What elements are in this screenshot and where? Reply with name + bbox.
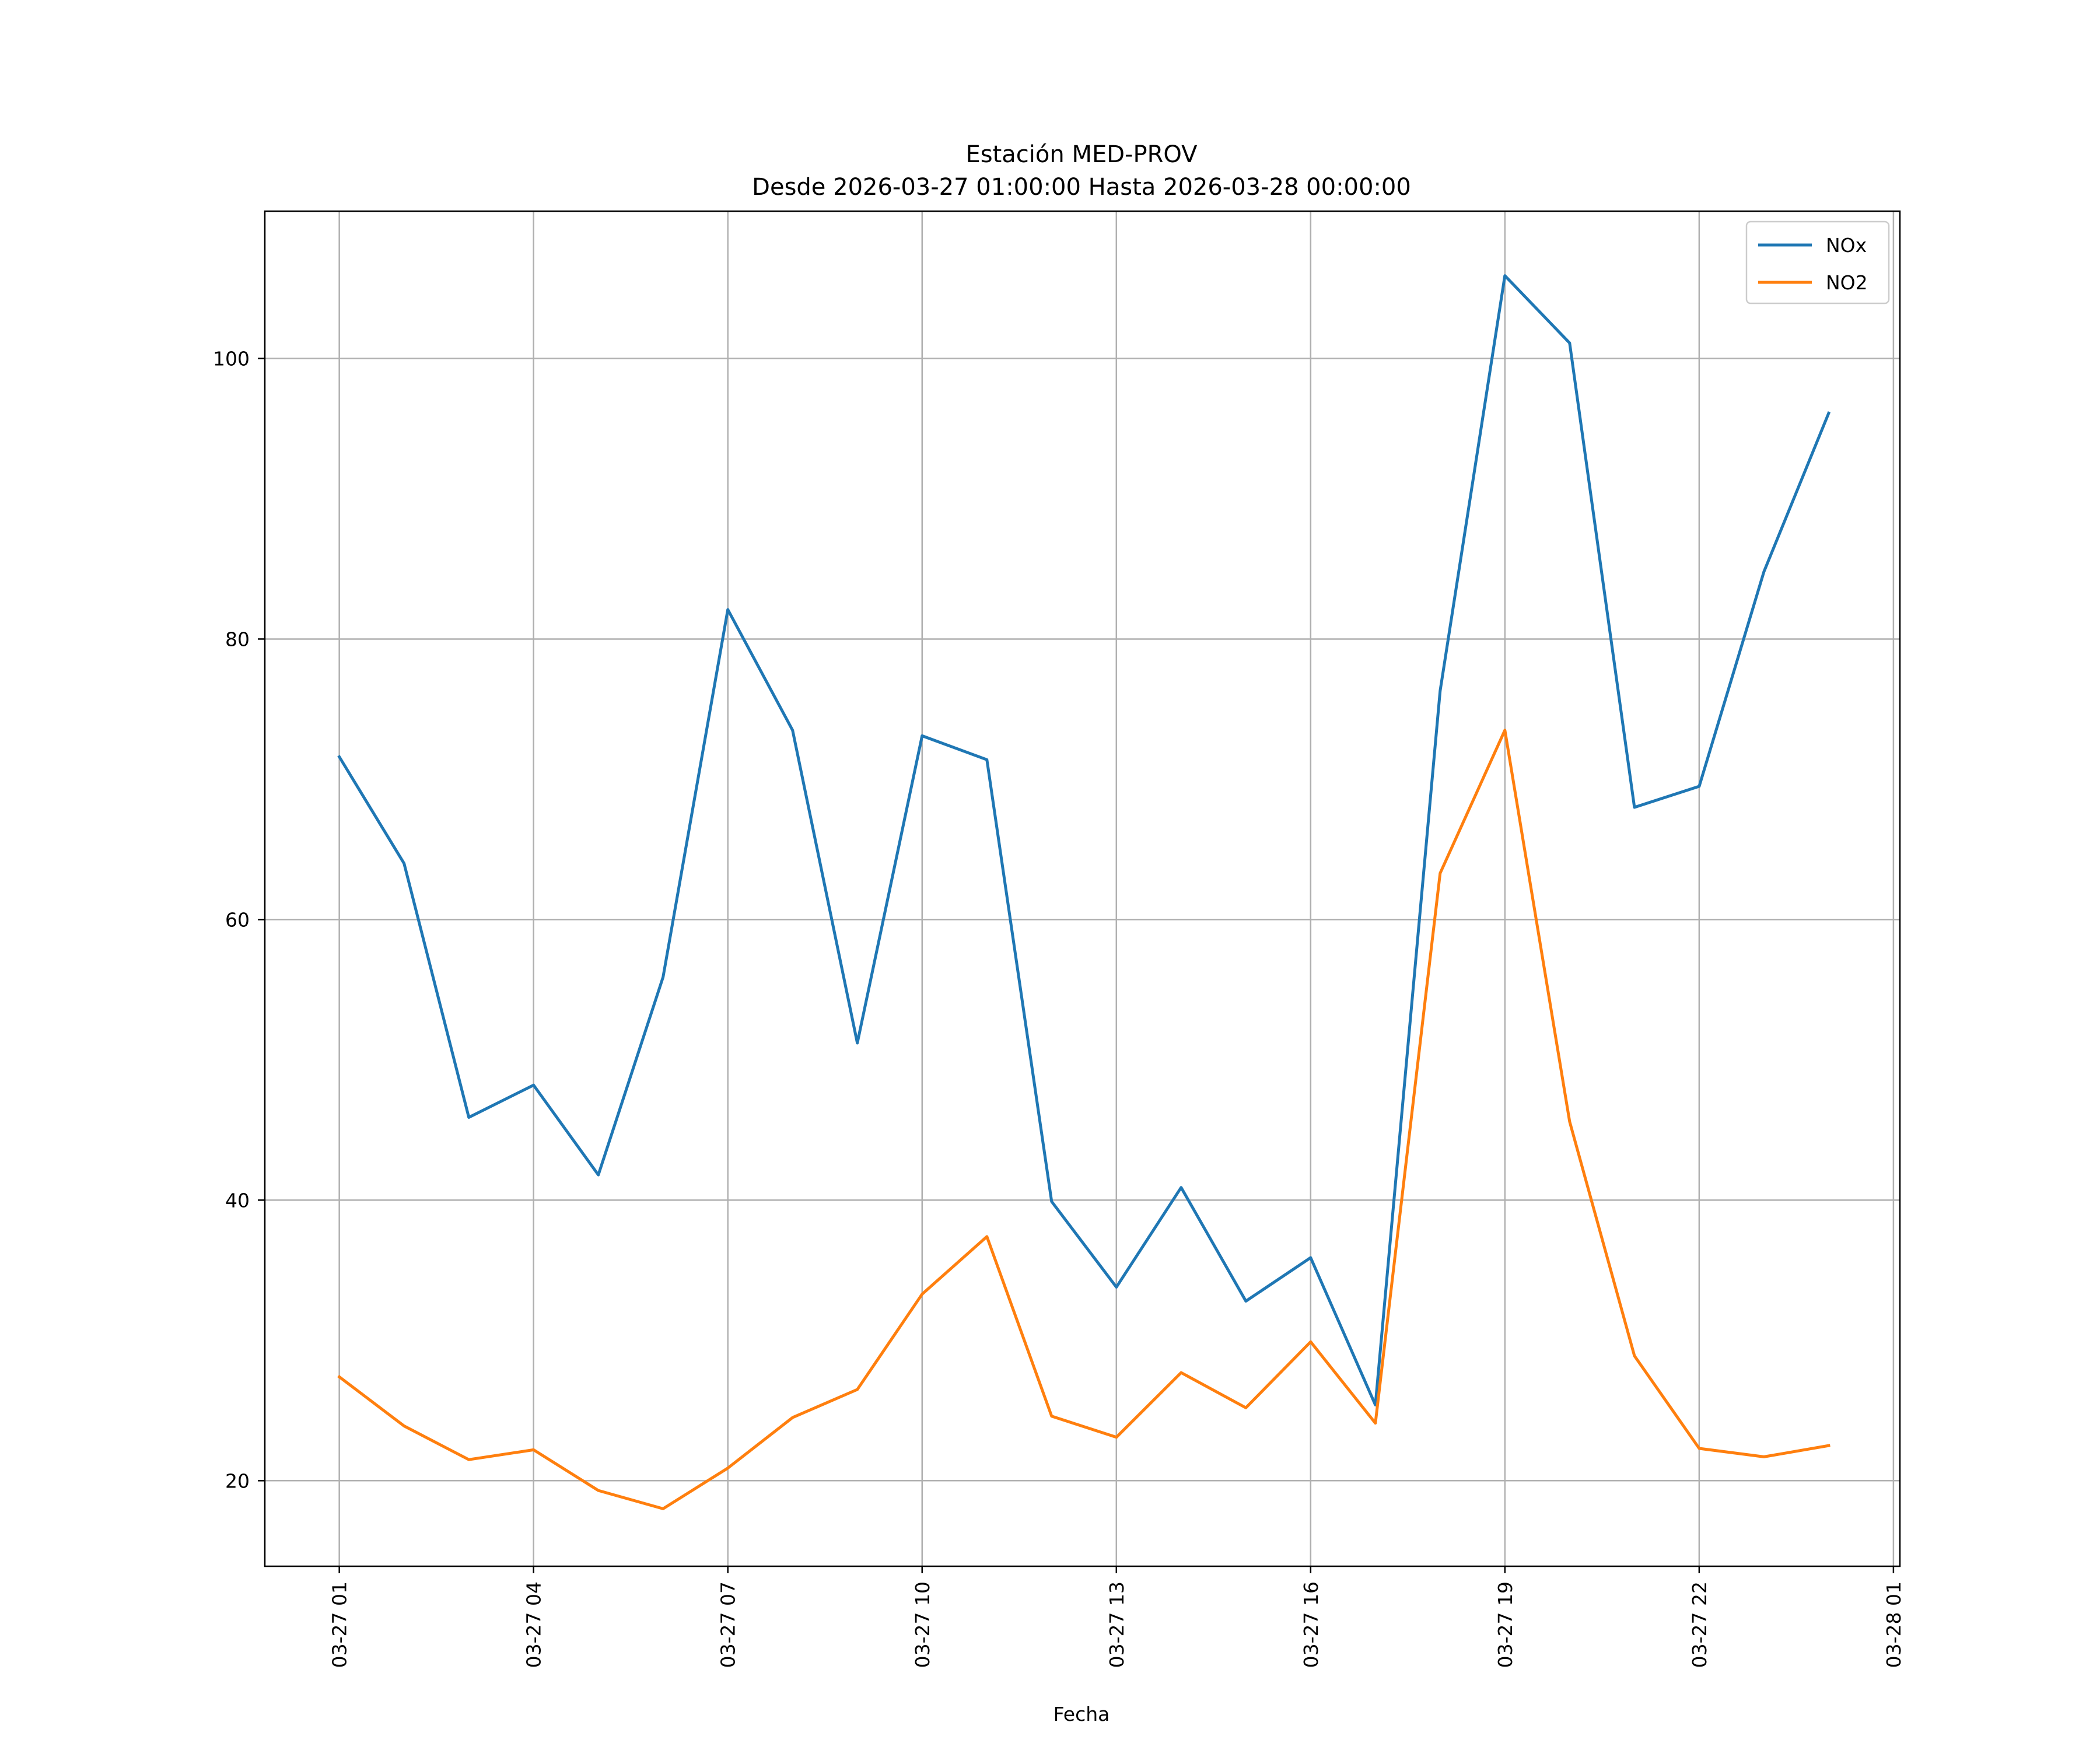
x-tick-label: 03-27 07	[717, 1581, 740, 1668]
x-tick-label: 03-27 13	[1105, 1581, 1128, 1668]
axis-ticks: 03-27 01 03-27 04 03-27 07 03-27 10 03-27 13…	[213, 348, 1905, 1668]
x-tick-label: 03-27 10	[911, 1581, 934, 1668]
x-tick-label: 03-27 04	[523, 1581, 545, 1668]
grid	[265, 211, 1900, 1566]
series-no2	[337, 729, 1831, 1510]
x-axis-label: Fecha	[1054, 1703, 1110, 1726]
legend-label-no2: NO2	[1826, 271, 1868, 294]
series-line-no2	[337, 729, 1831, 1510]
x-tick-label: 03-27 19	[1494, 1581, 1517, 1668]
y-tick-label: 40	[225, 1189, 250, 1212]
x-tick-label: 03-27 22	[1688, 1581, 1711, 1668]
y-tick-label: 60	[225, 908, 250, 931]
chart-title: Estación MED-PROV	[965, 141, 1198, 168]
series-lines	[337, 274, 1831, 1510]
series-line-nox	[337, 274, 1831, 1406]
x-tick-label: 03-27 16	[1300, 1581, 1322, 1668]
y-tick-label: 20	[225, 1469, 250, 1492]
legend-label-nox: NOx	[1826, 234, 1867, 257]
legend: NOx NO2	[1745, 220, 1890, 304]
series-nox	[337, 274, 1831, 1406]
y-tick-label: 100	[213, 348, 250, 370]
x-tick-label: 03-27 01	[328, 1581, 351, 1668]
plot-frame	[264, 210, 1901, 1567]
chart-subtitle: Desde 2026-03-27 01:00:00 Hasta 2026-03-…	[752, 174, 1411, 201]
x-tick-label: 03-28 01	[1882, 1581, 1905, 1668]
y-tick-label: 80	[225, 628, 250, 650]
